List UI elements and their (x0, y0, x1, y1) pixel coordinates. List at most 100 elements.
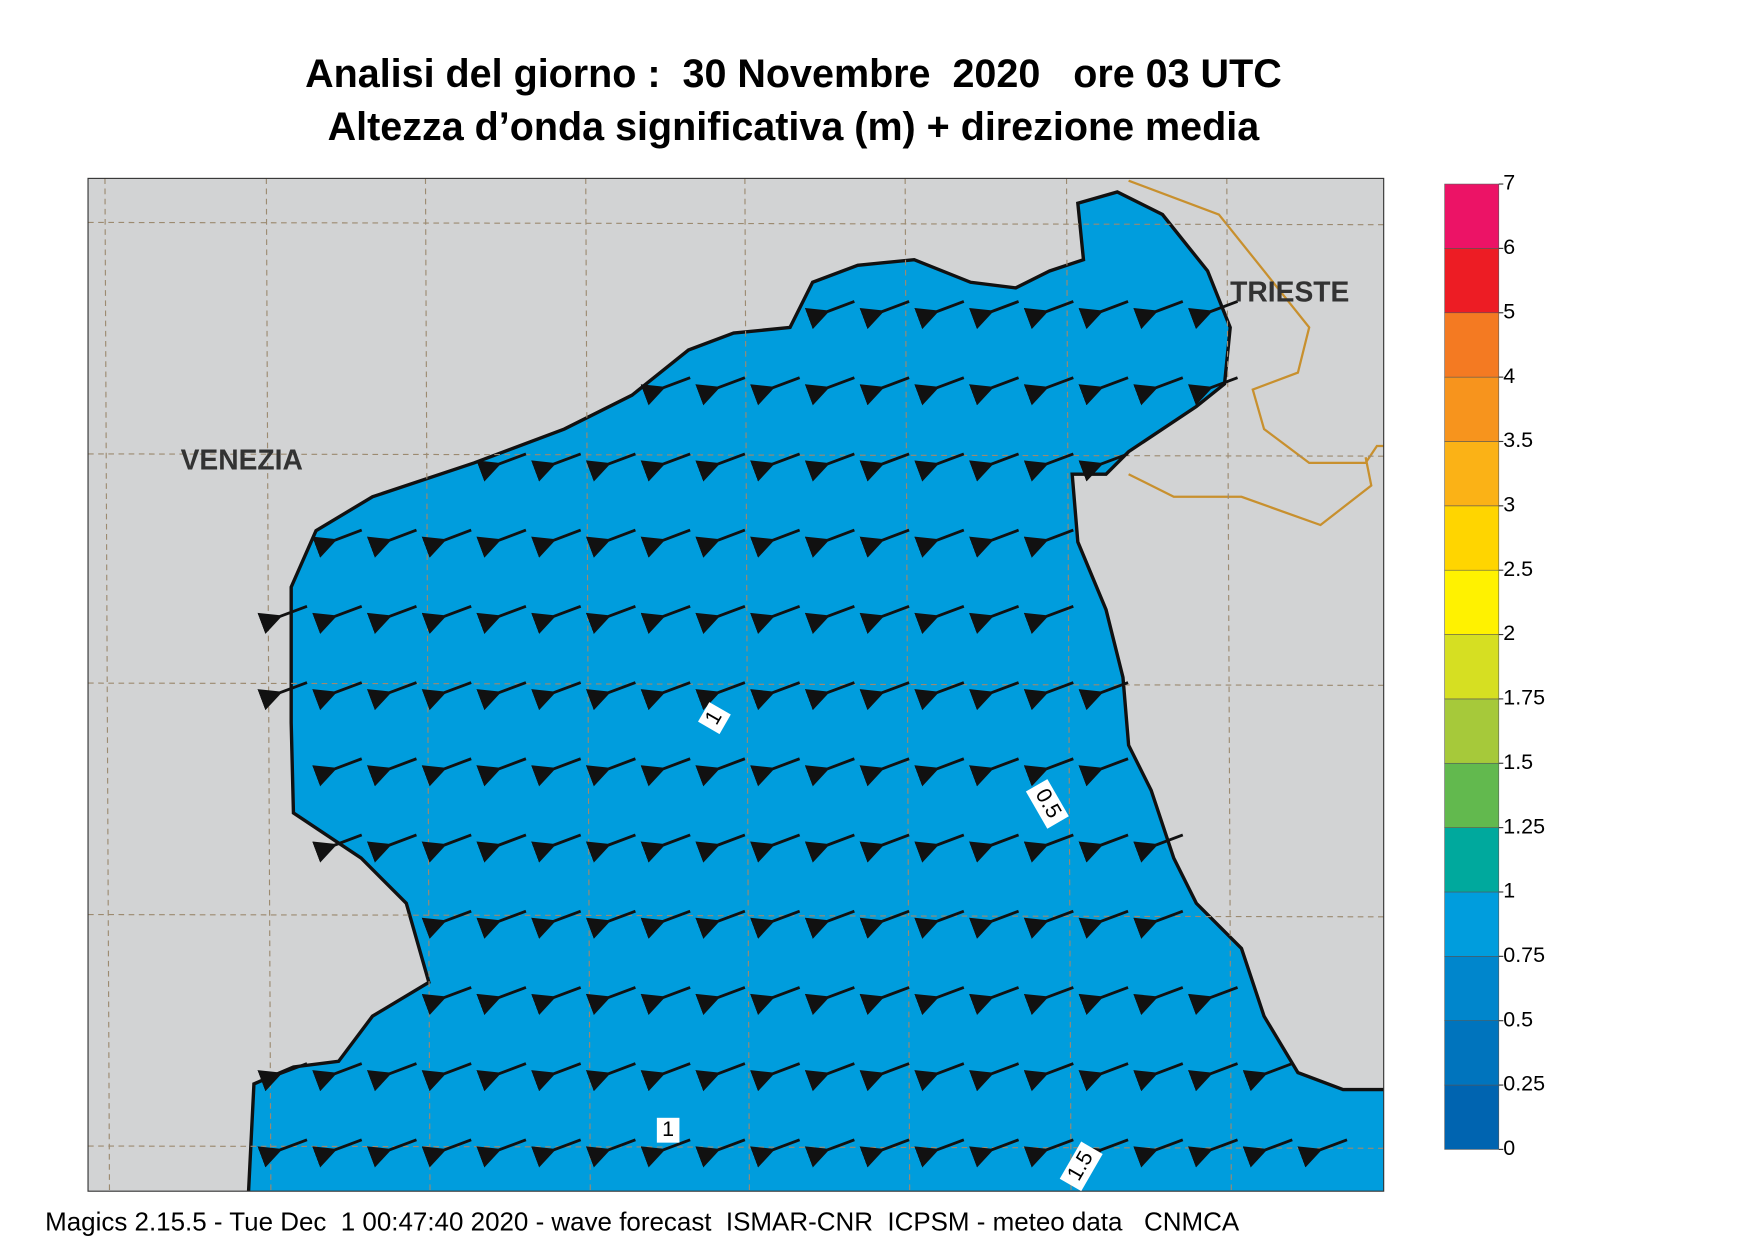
arrow (914, 300, 965, 330)
colorbar-label: 4 (1503, 364, 1515, 388)
subtitle: Altezza d’onda significativa (m) + direz… (328, 105, 1261, 149)
grid-line (424, 178, 431, 1192)
arrow (585, 605, 636, 634)
arrow (1187, 300, 1239, 330)
arrow (1078, 1138, 1129, 1168)
colorbar-box (1444, 376, 1500, 442)
arrow (1133, 1138, 1184, 1168)
arrow (969, 757, 1020, 787)
arrow (1133, 909, 1184, 939)
colorbar-label: 1.75 (1503, 686, 1545, 710)
arrow (312, 1062, 363, 1092)
arrow (969, 909, 1020, 939)
arrow (1187, 1138, 1239, 1168)
arrow (859, 376, 910, 406)
arrow (257, 1062, 308, 1092)
colorbar-box (1444, 183, 1500, 249)
arrow (695, 757, 746, 787)
arrow (859, 757, 910, 787)
colorbar: 0 0.25 0.5 0.75 1 1.25 1.5 1.75 2 2.5 3 3.5 4 5 6 7 (1444, 171, 1545, 1160)
arrow (476, 1062, 527, 1092)
arrow (1023, 757, 1074, 787)
colorbar-label: 7 (1503, 171, 1515, 195)
colorbar-box (1444, 248, 1500, 314)
arrow (531, 681, 582, 711)
arrow (1078, 986, 1129, 1016)
arrow (804, 605, 855, 634)
arrow (804, 909, 855, 939)
grid-line (88, 453, 1384, 457)
arrow (695, 376, 746, 406)
arrow (750, 909, 801, 939)
arrow (1133, 986, 1184, 1016)
arrow (750, 986, 801, 1016)
arrow (421, 833, 472, 863)
arrow (859, 528, 910, 558)
arrow (1023, 605, 1074, 634)
arrow (1187, 1062, 1239, 1092)
arrow (914, 376, 965, 406)
arrow (914, 605, 965, 634)
colorbar-label: 5 (1503, 299, 1515, 323)
arrow (695, 1138, 746, 1168)
arrow (969, 376, 1020, 406)
arrow (1133, 833, 1184, 863)
arrow (531, 757, 582, 787)
arrow (585, 833, 636, 863)
arrow (366, 757, 417, 787)
arrow (1078, 757, 1129, 787)
arrow (804, 528, 855, 558)
arrow (969, 605, 1020, 634)
colorbar-label: 3.5 (1503, 428, 1533, 452)
arrow (585, 452, 636, 482)
arrow (969, 833, 1020, 863)
grid-line (88, 221, 1384, 226)
arrow (366, 605, 417, 634)
colorbar-label: 3 (1503, 492, 1515, 516)
arrow (312, 757, 363, 787)
arrow (969, 986, 1020, 1016)
arrow (1023, 300, 1074, 330)
arrow (1023, 1138, 1074, 1168)
arrow (1023, 986, 1074, 1016)
wave-directions (257, 300, 1348, 1168)
arrow (1023, 833, 1074, 863)
arrow (914, 681, 965, 711)
arrow (421, 757, 472, 787)
arrow (859, 909, 910, 939)
arrow (421, 986, 472, 1016)
colorbar-box (1444, 441, 1500, 507)
colorbar-label: 2 (1503, 621, 1515, 645)
arrow (476, 833, 527, 863)
arrow (1078, 833, 1129, 863)
grid-line (1226, 178, 1232, 1192)
arrow (640, 376, 691, 406)
arrow (476, 605, 527, 634)
arrow (1023, 681, 1074, 711)
colorbar-label: 0.5 (1503, 1007, 1533, 1031)
arrow (476, 909, 527, 939)
arrow (476, 452, 527, 482)
arrow (531, 605, 582, 634)
arrow (585, 757, 636, 787)
arrow (640, 1062, 691, 1092)
place-label: TRIESTE (1230, 275, 1349, 307)
arrow (476, 681, 527, 711)
arrow (531, 909, 582, 939)
arrow (969, 452, 1020, 482)
arrow (531, 1062, 582, 1092)
arrow (804, 452, 855, 482)
arrow (859, 986, 910, 1016)
arrow (366, 1062, 417, 1092)
arrow (585, 986, 636, 1016)
arrow (1078, 1062, 1129, 1092)
arrow (804, 833, 855, 863)
arrow (914, 1062, 965, 1092)
colorbar-label: 1.5 (1503, 750, 1533, 774)
arrow (859, 833, 910, 863)
arrow (585, 681, 636, 711)
arrow (476, 986, 527, 1016)
arrow (531, 833, 582, 863)
arrow (1242, 1062, 1293, 1092)
arrow (804, 300, 855, 330)
